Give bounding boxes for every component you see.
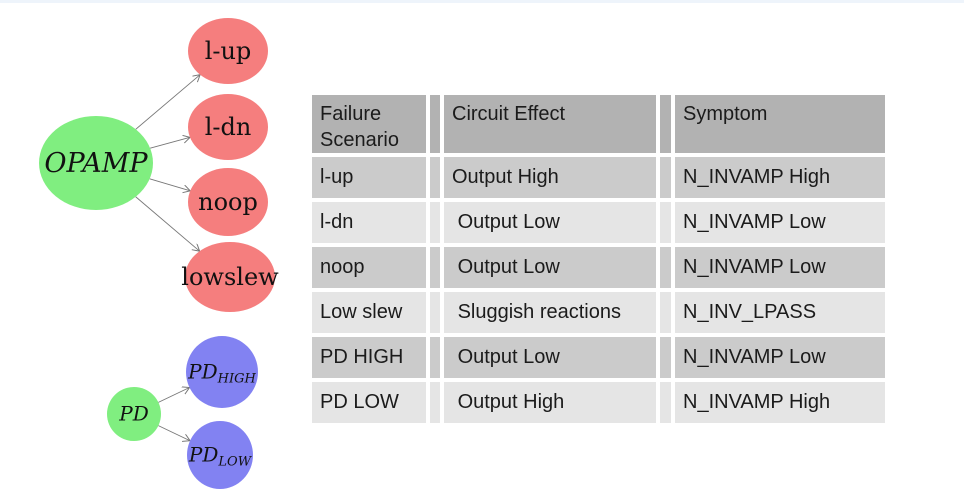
failure-scenario-cell: noop xyxy=(312,247,426,288)
circuit-effect-cell: Output High xyxy=(444,382,656,423)
symptom-cell: N_INVAMP Low xyxy=(675,247,885,288)
spacer-cell xyxy=(430,157,440,198)
diagram-node-l-up xyxy=(188,18,268,84)
diagram-node-noop xyxy=(188,168,268,236)
diagram-edge-opamp-to-l-dn xyxy=(149,137,190,149)
diagram-node-label-noop: noop xyxy=(198,188,258,216)
table-row: l-up Output High N_INVAMP High xyxy=(312,157,885,198)
diagram-nodes: OPAMP l-up l-dn noop lowslew PD PDHIGH PDLOW xyxy=(39,18,279,489)
header-symptom: Symptom xyxy=(675,95,885,153)
spacer-cell xyxy=(430,202,440,243)
failure-scenario-cell: l-up xyxy=(312,157,426,198)
diagram-node-label-l-dn: l-dn xyxy=(205,113,252,141)
diagram-node-label-pd-high: PDHIGH xyxy=(187,360,256,387)
symptom-cell: N_INVAMP High xyxy=(675,382,885,423)
symptom-cell: N_INVAMP Low xyxy=(675,337,885,378)
spacer-cell xyxy=(660,157,671,198)
spacer-cell xyxy=(430,382,440,423)
spacer-cell xyxy=(430,337,440,378)
symptom-cell: N_INVAMP High xyxy=(675,157,885,198)
header-circuit-effect: Circuit Effect xyxy=(444,95,656,153)
failure-scenario-cell: PD LOW xyxy=(312,382,426,423)
table-row: PD HIGH Output Low N_INVAMP Low xyxy=(312,337,885,378)
symptom-cell: N_INV_LPASS xyxy=(675,292,885,333)
diagram-node-lowslew xyxy=(185,242,275,312)
diagram-node-l-dn xyxy=(188,94,268,160)
diagram-node-opamp xyxy=(39,116,153,210)
failure-scenario-cell: Low slew xyxy=(312,292,426,333)
header-spacer-1 xyxy=(430,95,440,153)
circuit-effect-cell: Output Low xyxy=(444,247,656,288)
spacer-cell xyxy=(660,202,671,243)
diagram-node-label-l-up: l-up xyxy=(205,37,252,65)
failure-scenario-cell: l-dn xyxy=(312,202,426,243)
header-row: Failure Scenario Circuit Effect Symptom xyxy=(312,95,885,153)
diagram-edges xyxy=(135,75,200,441)
diagram-edge-pd-to-pd-low xyxy=(158,425,190,441)
diagram-node-pd-high xyxy=(186,336,258,408)
spacer-cell xyxy=(430,292,440,333)
header-failure-scenario: Failure Scenario xyxy=(312,95,426,153)
spacer-cell xyxy=(660,292,671,333)
diagram-edge-opamp-to-lowslew xyxy=(135,196,200,251)
failure-table: Failure Scenario Circuit Effect Symptom … xyxy=(308,91,889,427)
spacer-cell xyxy=(660,247,671,288)
circuit-effect-cell: Output Low xyxy=(444,202,656,243)
circuit-effect-cell: Output High xyxy=(444,157,656,198)
table-row: noop Output Low N_INVAMP Low xyxy=(312,247,885,288)
diagram-node-label-pd-low: PDLOW xyxy=(188,443,253,470)
diagram-node-label-lowslew: lowslew xyxy=(181,263,279,291)
table-row: PD LOW Output High N_INVAMP High xyxy=(312,382,885,423)
top-window-strip xyxy=(0,0,964,3)
table-row: l-dn Output Low N_INVAMP Low xyxy=(312,202,885,243)
circuit-effect-cell: Sluggish reactions xyxy=(444,292,656,333)
diagram-node-pd-low xyxy=(187,421,253,489)
diagram-node-label-opamp: OPAMP xyxy=(44,148,148,179)
diagram-node-label-pd: PD xyxy=(118,402,149,426)
failure-table-container: Failure Scenario Circuit Effect Symptom … xyxy=(308,91,889,427)
spacer-cell xyxy=(430,247,440,288)
symptom-cell: N_INVAMP Low xyxy=(675,202,885,243)
table-row: Low slew Sluggish reactions N_INV_LPASS xyxy=(312,292,885,333)
failure-scenario-cell: PD HIGH xyxy=(312,337,426,378)
diagram-edge-opamp-to-noop xyxy=(149,178,191,191)
spacer-cell xyxy=(660,337,671,378)
circuit-effect-cell: Output Low xyxy=(444,337,656,378)
diagram-node-pd xyxy=(107,387,161,441)
diagram-edge-opamp-to-l-up xyxy=(135,75,200,130)
diagram-edge-pd-to-pd-high xyxy=(158,388,189,403)
spacer-cell xyxy=(660,382,671,423)
header-spacer-2 xyxy=(660,95,671,153)
